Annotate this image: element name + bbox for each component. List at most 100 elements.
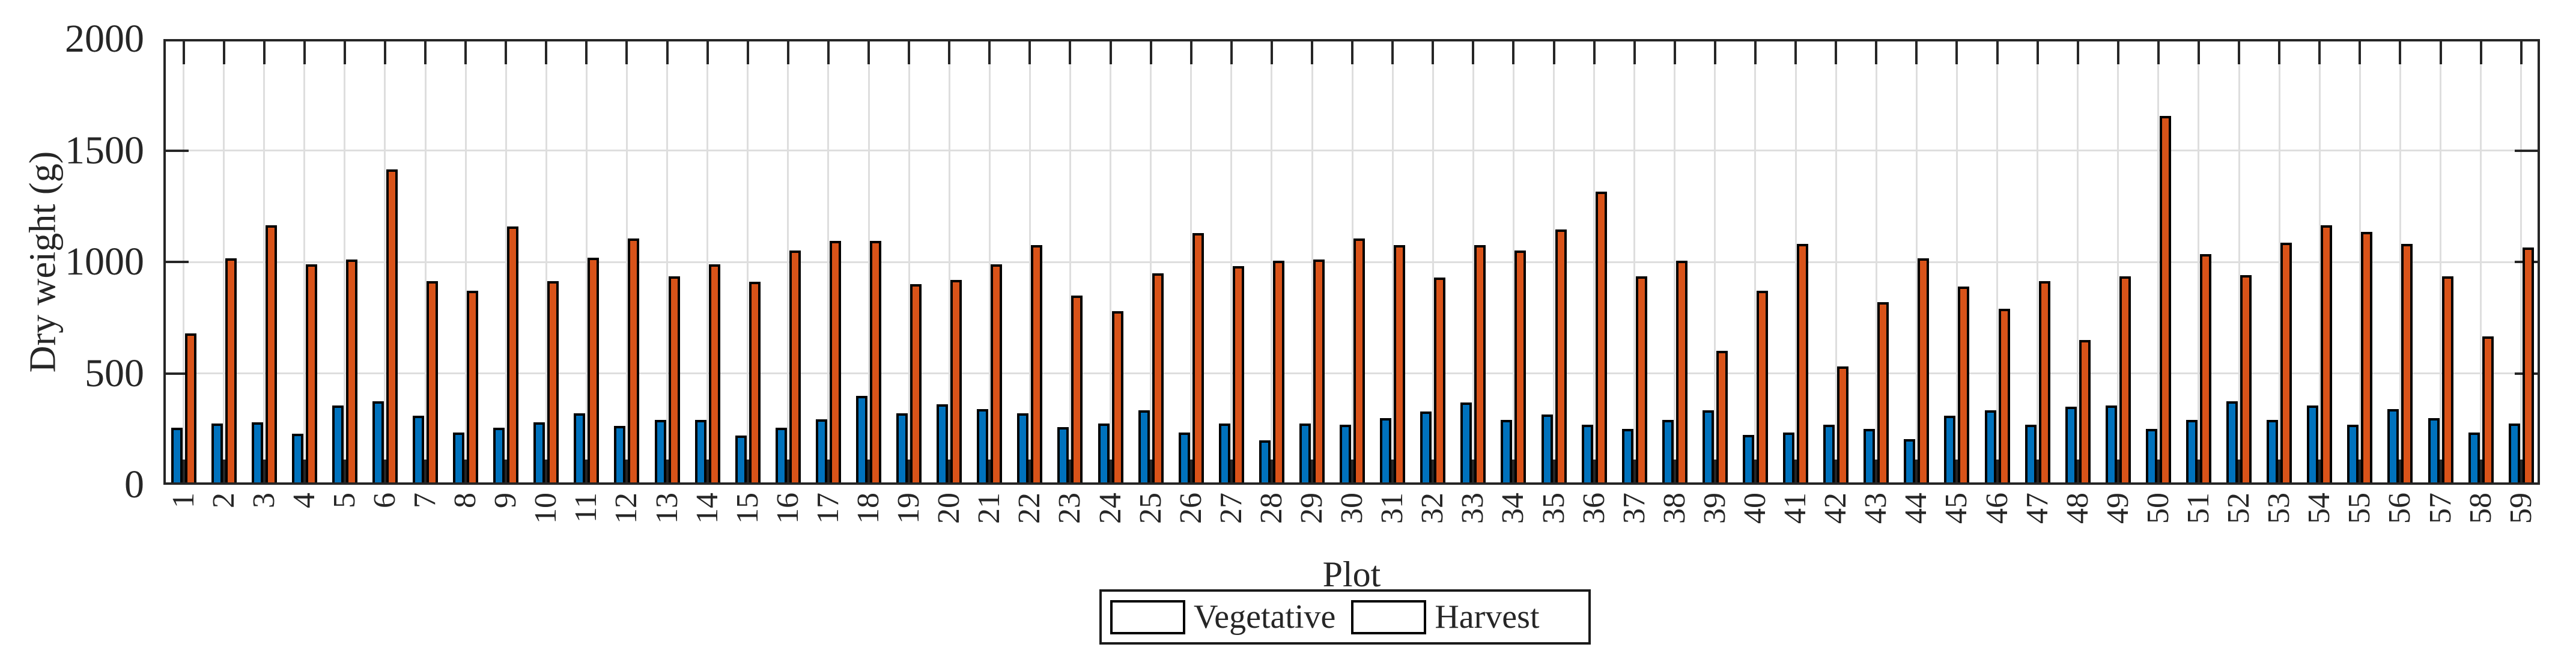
bar-vegetative bbox=[735, 436, 747, 485]
x-tick-top bbox=[2359, 39, 2362, 64]
bar-vegetative bbox=[171, 428, 183, 485]
x-tick-bottom bbox=[2197, 460, 2200, 485]
x-tick-bottom bbox=[2479, 460, 2482, 485]
x-tick-label: 45 bbox=[1939, 493, 1974, 524]
x-tick-label: 26 bbox=[1173, 493, 1208, 524]
bar-harvest bbox=[1394, 245, 1406, 485]
v-gridline bbox=[706, 39, 709, 485]
legend-swatch-harvest bbox=[1351, 600, 1427, 634]
x-tick-bottom bbox=[263, 460, 266, 485]
v-gridline bbox=[1955, 39, 1958, 485]
v-gridline bbox=[1230, 39, 1233, 485]
legend-swatch-vegetative bbox=[1110, 600, 1185, 634]
x-tick-bottom bbox=[2116, 460, 2119, 485]
x-tick-top bbox=[383, 39, 386, 64]
x-tick-bottom bbox=[1835, 460, 1838, 485]
v-gridline bbox=[545, 39, 547, 485]
bar-vegetative bbox=[1501, 420, 1513, 485]
v-gridline bbox=[666, 39, 669, 485]
bar-harvest bbox=[1313, 260, 1325, 485]
v-gridline bbox=[263, 39, 266, 485]
x-tick-top bbox=[948, 39, 951, 64]
y-tick-label: 1500 bbox=[65, 128, 144, 172]
x-tick-label: 57 bbox=[2423, 493, 2458, 524]
x-tick-top bbox=[464, 39, 467, 64]
bar-harvest bbox=[427, 281, 439, 485]
x-tick-bottom bbox=[1915, 460, 1918, 485]
x-tick-bottom bbox=[1512, 460, 1515, 485]
x-tick-bottom bbox=[2278, 460, 2281, 485]
v-gridline bbox=[747, 39, 749, 485]
x-tick-top bbox=[182, 39, 185, 64]
x-tick-top bbox=[2197, 39, 2200, 64]
bar-harvest bbox=[829, 241, 841, 485]
v-gridline bbox=[2440, 39, 2442, 485]
x-tick-bottom bbox=[1230, 460, 1233, 485]
bar-vegetative bbox=[1904, 439, 1916, 485]
bar-harvest bbox=[991, 264, 1003, 485]
bar-harvest bbox=[2361, 232, 2373, 485]
x-tick-bottom bbox=[988, 460, 991, 485]
v-gridline bbox=[2480, 39, 2482, 485]
bar-harvest bbox=[1514, 251, 1526, 485]
x-tick-bottom bbox=[908, 460, 911, 485]
x-tick-top bbox=[666, 39, 669, 64]
bar-vegetative bbox=[1340, 425, 1352, 485]
x-tick-label: 55 bbox=[2342, 493, 2377, 524]
bar-harvest bbox=[265, 225, 277, 485]
x-tick-top bbox=[1230, 39, 1233, 64]
x-tick-top bbox=[343, 39, 346, 64]
y-tick-left bbox=[163, 149, 189, 152]
x-tick-top bbox=[1109, 39, 1112, 64]
x-tick-label: 58 bbox=[2463, 493, 2498, 524]
x-tick-label: 14 bbox=[690, 493, 724, 524]
bar-vegetative bbox=[211, 424, 223, 485]
x-tick-label: 32 bbox=[1415, 493, 1450, 524]
v-gridline bbox=[1110, 39, 1112, 485]
x-tick-top bbox=[2278, 39, 2281, 64]
v-gridline bbox=[1432, 39, 1434, 485]
bar-vegetative bbox=[332, 405, 344, 485]
x-tick-bottom bbox=[2076, 460, 2079, 485]
bar-vegetative bbox=[694, 420, 706, 485]
v-gridline bbox=[424, 39, 427, 485]
x-tick-label: 9 bbox=[488, 493, 523, 508]
x-tick-label: 50 bbox=[2140, 493, 2175, 524]
v-gridline bbox=[2077, 39, 2079, 485]
bar-harvest bbox=[588, 258, 600, 485]
v-gridline bbox=[2359, 39, 2361, 485]
v-gridline bbox=[464, 39, 467, 485]
bar-harvest bbox=[708, 264, 720, 485]
v-gridline bbox=[1794, 39, 1797, 485]
bar-vegetative bbox=[1138, 410, 1150, 485]
x-tick-top bbox=[1754, 39, 1757, 64]
x-tick-bottom bbox=[182, 460, 185, 485]
bar-vegetative bbox=[1944, 416, 1956, 485]
v-gridline bbox=[625, 39, 628, 485]
bar-harvest bbox=[1877, 302, 1889, 485]
x-tick-top bbox=[1351, 39, 1354, 64]
v-gridline bbox=[2157, 39, 2160, 485]
bar-harvest bbox=[1111, 311, 1123, 485]
x-tick-label: 51 bbox=[2181, 493, 2216, 524]
v-gridline bbox=[988, 39, 991, 485]
x-tick-bottom bbox=[1351, 460, 1354, 485]
x-tick-label: 31 bbox=[1375, 493, 1410, 524]
x-tick-label: 25 bbox=[1133, 493, 1168, 524]
x-tick-bottom bbox=[585, 460, 588, 485]
x-tick-top bbox=[263, 39, 266, 64]
plot-area bbox=[163, 39, 2540, 485]
bar-harvest bbox=[1797, 244, 1809, 485]
x-tick-bottom bbox=[424, 460, 427, 485]
x-tick-label: 48 bbox=[2060, 493, 2095, 524]
v-gridline bbox=[1714, 39, 1716, 485]
x-tick-bottom bbox=[1149, 460, 1152, 485]
bar-harvest bbox=[910, 284, 922, 485]
bar-harvest bbox=[1918, 258, 1930, 485]
x-tick-bottom bbox=[2439, 460, 2442, 485]
x-tick-bottom bbox=[1955, 460, 1958, 485]
bar-vegetative bbox=[937, 404, 949, 485]
bar-harvest bbox=[2119, 276, 2131, 485]
bar-harvest bbox=[1071, 296, 1083, 485]
x-tick-top bbox=[1512, 39, 1515, 64]
